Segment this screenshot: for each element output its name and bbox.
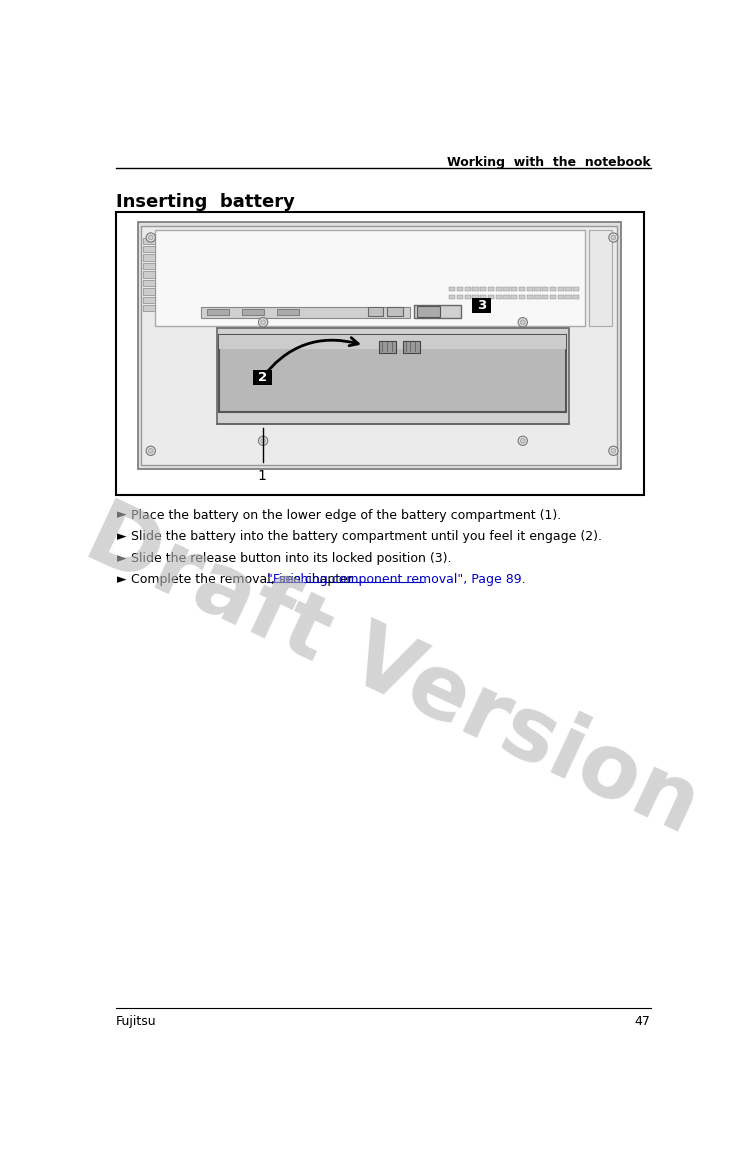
Bar — [457, 294, 463, 299]
Bar — [449, 287, 455, 292]
Text: ►: ► — [117, 508, 127, 521]
Bar — [368, 307, 383, 316]
Circle shape — [609, 446, 618, 455]
Text: 3: 3 — [477, 299, 486, 313]
Text: Complete the removal, see chapter: Complete the removal, see chapter — [131, 573, 357, 586]
Text: Slide the battery into the battery compartment until you feel it engage (2).: Slide the battery into the battery compa… — [131, 530, 602, 543]
Circle shape — [259, 317, 268, 327]
Bar — [143, 263, 156, 269]
Bar — [503, 294, 510, 299]
Circle shape — [611, 448, 616, 453]
Text: ►: ► — [117, 551, 127, 565]
Bar — [219, 336, 566, 350]
Bar — [519, 287, 525, 292]
Bar — [143, 306, 156, 312]
Bar — [242, 309, 264, 315]
Bar — [457, 287, 463, 292]
Text: Place the battery on the lower edge of the battery compartment (1).: Place the battery on the lower edge of t… — [131, 508, 562, 521]
Text: 47: 47 — [635, 1016, 651, 1028]
Circle shape — [520, 439, 525, 444]
Bar — [496, 294, 502, 299]
Circle shape — [520, 320, 525, 324]
Bar — [143, 237, 156, 243]
Bar — [511, 287, 517, 292]
Text: Inserting  battery: Inserting battery — [116, 193, 295, 211]
Bar — [472, 287, 479, 292]
Circle shape — [259, 437, 268, 446]
FancyArrowPatch shape — [261, 338, 358, 380]
Bar — [519, 294, 525, 299]
Bar — [216, 328, 569, 424]
Circle shape — [261, 439, 265, 444]
Circle shape — [146, 233, 156, 242]
Bar — [496, 287, 502, 292]
Bar — [138, 222, 621, 469]
Bar — [155, 229, 585, 327]
Circle shape — [148, 235, 153, 240]
Circle shape — [518, 317, 528, 327]
Bar — [488, 294, 494, 299]
Bar — [143, 288, 156, 294]
Bar — [387, 307, 402, 316]
Text: 2: 2 — [258, 371, 267, 383]
Bar — [207, 309, 229, 315]
Bar — [402, 340, 419, 353]
Circle shape — [148, 448, 153, 453]
Bar — [573, 287, 579, 292]
Bar — [201, 307, 411, 317]
Bar — [542, 294, 548, 299]
Bar — [558, 294, 564, 299]
Bar — [472, 294, 479, 299]
Text: ►: ► — [117, 530, 127, 543]
Bar — [219, 336, 566, 412]
Bar — [542, 287, 548, 292]
Circle shape — [611, 235, 616, 240]
Bar — [253, 369, 272, 384]
Bar — [511, 294, 517, 299]
Bar — [565, 287, 571, 292]
Text: "Finishing component removal", Page 89.: "Finishing component removal", Page 89. — [267, 573, 525, 586]
Bar — [379, 340, 396, 353]
Bar — [480, 287, 486, 292]
Bar — [550, 294, 556, 299]
Text: 1: 1 — [257, 469, 266, 483]
Bar — [416, 306, 440, 317]
Bar — [503, 287, 510, 292]
Bar — [550, 287, 556, 292]
Bar — [143, 245, 156, 252]
Bar — [573, 294, 579, 299]
Circle shape — [609, 233, 618, 242]
Bar — [588, 229, 612, 327]
Bar — [465, 287, 471, 292]
Circle shape — [146, 446, 156, 455]
Bar — [143, 280, 156, 286]
Bar — [558, 287, 564, 292]
Circle shape — [518, 437, 528, 446]
Bar — [142, 226, 617, 464]
Bar — [449, 294, 455, 299]
Text: ►: ► — [117, 573, 127, 586]
Bar — [534, 287, 541, 292]
Text: Draft Version: Draft Version — [73, 491, 713, 852]
Bar — [414, 305, 461, 318]
Bar — [116, 212, 644, 496]
Bar — [277, 309, 299, 315]
Bar — [527, 287, 533, 292]
Bar — [534, 294, 541, 299]
Text: Working  with  the  notebook: Working with the notebook — [447, 156, 651, 169]
Bar — [480, 294, 486, 299]
Bar — [565, 294, 571, 299]
Bar — [143, 255, 156, 261]
Bar — [527, 294, 533, 299]
Bar — [143, 271, 156, 278]
Bar — [472, 299, 491, 313]
Bar — [465, 294, 471, 299]
Text: Slide the release button into its locked position (3).: Slide the release button into its locked… — [131, 551, 452, 565]
Bar — [143, 296, 156, 303]
Circle shape — [261, 320, 265, 324]
Bar — [488, 287, 494, 292]
Text: Fujitsu: Fujitsu — [116, 1016, 156, 1028]
